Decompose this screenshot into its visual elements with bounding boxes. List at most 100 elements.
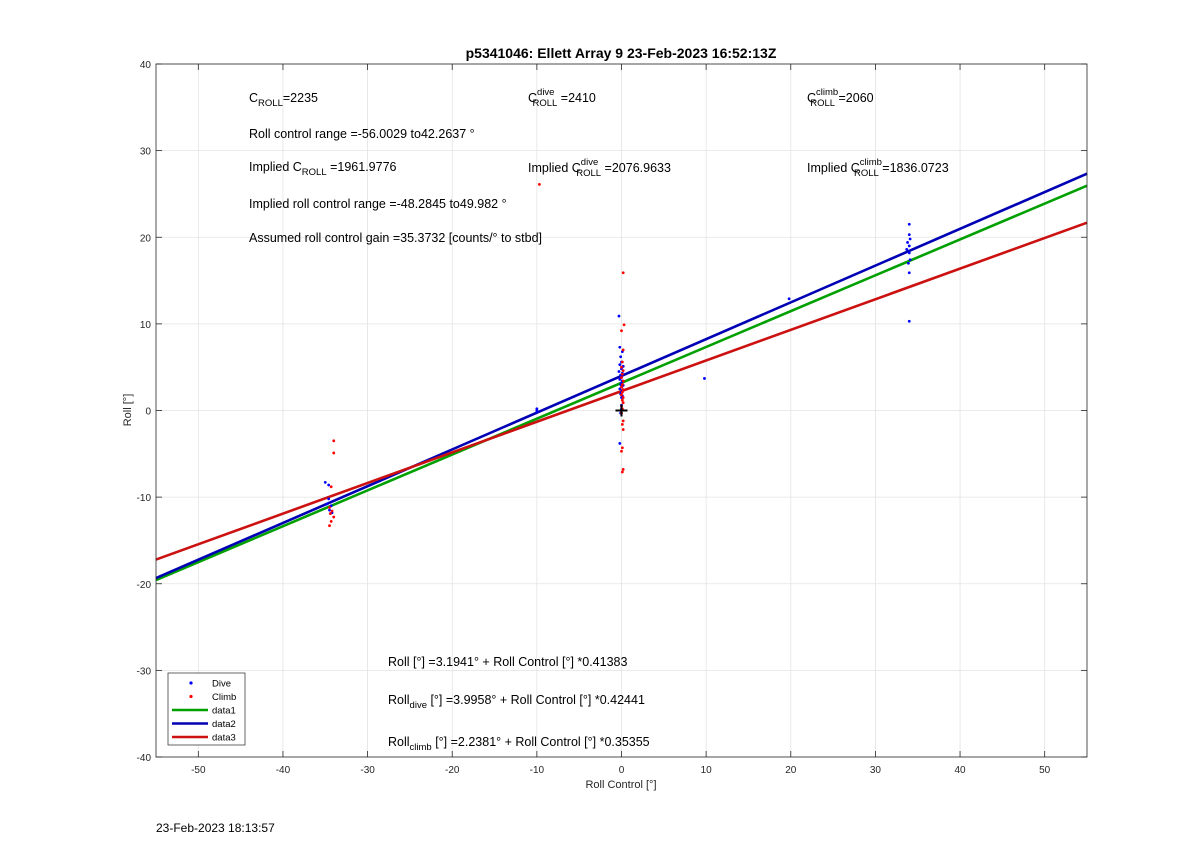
climb-point xyxy=(332,439,336,443)
climb-point xyxy=(329,485,333,489)
dive-point xyxy=(329,504,333,508)
implied-range-annotation: Implied roll control range =-48.2845 to4… xyxy=(249,197,507,211)
origin-marker xyxy=(615,404,628,417)
dive-point xyxy=(906,241,909,244)
dive-point xyxy=(905,247,909,251)
x-tick-label: 50 xyxy=(1039,765,1051,776)
x-tick-label: 20 xyxy=(785,765,797,776)
y-tick-label: 30 xyxy=(140,147,152,158)
climb-point xyxy=(330,509,334,513)
climb-point xyxy=(621,428,625,431)
c-roll-annotation: CROLL=2235 xyxy=(249,91,318,109)
fit-dive-annotation: Rolldive [°] =3.9958° + Roll Control [°]… xyxy=(388,693,645,711)
fit-climb-annotation: Rollclimb [°] =2.2381° + Roll Control [°… xyxy=(388,735,650,753)
y-tick-label: -20 xyxy=(137,580,152,591)
x-tick-label: -20 xyxy=(445,765,460,776)
climb-point xyxy=(328,512,332,515)
climb-point xyxy=(620,449,623,453)
dive-point xyxy=(907,244,911,248)
dive-point xyxy=(327,497,331,501)
x-tick-label: -30 xyxy=(360,765,375,776)
dive-point xyxy=(617,370,621,373)
dive-point xyxy=(618,377,622,381)
y-tick-label: -30 xyxy=(137,666,152,677)
legend: Dive Climb data1 data2 data3 xyxy=(167,672,246,746)
climb-point xyxy=(621,271,625,275)
climb-point xyxy=(621,419,625,423)
dive-point xyxy=(618,387,622,391)
climb-point xyxy=(620,383,624,386)
dive-point xyxy=(328,508,331,512)
dive-point xyxy=(618,363,622,366)
climb-point xyxy=(620,398,624,402)
dive-point xyxy=(617,314,621,318)
dive-point xyxy=(908,258,912,262)
legend-label-climb: Climb xyxy=(212,692,236,703)
x-tick-label: -50 xyxy=(191,765,206,776)
dive-point xyxy=(323,480,327,484)
climb-point xyxy=(620,470,624,474)
dive-point xyxy=(325,502,329,506)
climb-point xyxy=(621,369,625,373)
climb-point xyxy=(328,506,331,509)
legend-marker-dive xyxy=(189,681,193,685)
dive-point xyxy=(535,409,539,413)
fit-all-annotation: Roll [°] =3.1941° + Roll Control [°] *0.… xyxy=(388,655,627,669)
climb-point xyxy=(620,372,624,376)
climb-point xyxy=(621,348,625,352)
legend-marker-climb xyxy=(189,694,193,699)
roll-range-annotation: Roll control range =-56.0029 to42.2637 ° xyxy=(249,127,475,141)
climb-point xyxy=(328,524,331,528)
climb-point xyxy=(538,183,541,186)
climb-point xyxy=(332,451,336,455)
climb-point xyxy=(620,446,624,450)
dive-point xyxy=(908,237,912,241)
c-roll-climb-annotation: Cclimb ROLL =2060 xyxy=(807,87,874,109)
climb-point xyxy=(620,329,623,333)
c-roll-dive-annotation: Cdive ROLL =2410 xyxy=(528,87,596,109)
dive-point xyxy=(907,233,911,237)
y-tick-label: 0 xyxy=(145,407,151,418)
x-tick-label: 0 xyxy=(619,765,625,776)
x-tick-label: -10 xyxy=(530,765,545,776)
climb-point xyxy=(621,468,625,471)
climb-point xyxy=(621,396,625,399)
dive-point xyxy=(618,345,622,349)
y-axis-label: Roll [°] xyxy=(122,394,134,427)
climb-point xyxy=(329,519,333,523)
climb-point xyxy=(620,360,624,364)
dive-point xyxy=(618,442,622,445)
y-tick-label: -40 xyxy=(137,753,152,764)
x-tick-label: 40 xyxy=(954,765,966,776)
dive-point xyxy=(907,271,911,275)
dive-point xyxy=(907,222,911,226)
scatter-points xyxy=(323,183,912,528)
dive-point xyxy=(619,355,623,359)
y-tick-label: 20 xyxy=(140,233,152,244)
plot-frame xyxy=(155,63,1088,758)
climb-point xyxy=(621,401,625,405)
climb-point xyxy=(620,393,623,397)
x-tick-label: 30 xyxy=(870,765,882,776)
x-tick-label: 10 xyxy=(701,765,713,776)
y-tick-label: 40 xyxy=(140,60,152,71)
climb-point xyxy=(621,388,625,392)
y-tick-label: -10 xyxy=(137,493,152,504)
footer-timestamp: 23-Feb-2023 18:13:57 xyxy=(156,821,275,835)
dive-point xyxy=(907,319,911,323)
x-tick-label: -40 xyxy=(276,765,291,776)
implied-c-roll-annotation: Implied CROLL =1961.9776 xyxy=(249,160,397,178)
y-tick-label: 10 xyxy=(140,320,152,331)
climb-point xyxy=(620,390,624,394)
implied-c-climb-annotation: Implied Cclimb ROLL =1836.0723 xyxy=(807,157,949,179)
climb-point xyxy=(620,376,623,379)
dive-point xyxy=(703,377,706,380)
climb-point xyxy=(621,379,625,383)
axis-ticks: -50 -40 -30 -20 -10 0 10 20 30 40 50 -40 -30 -20 -10 0 1… xyxy=(137,60,1087,776)
climb-point xyxy=(620,385,623,389)
dive-point xyxy=(907,251,911,255)
legend-label-data2: data2 xyxy=(212,719,236,730)
implied-c-dive-annotation: Implied Cdive ROLL =2076.9633 xyxy=(528,157,671,179)
climb-point xyxy=(332,515,336,519)
